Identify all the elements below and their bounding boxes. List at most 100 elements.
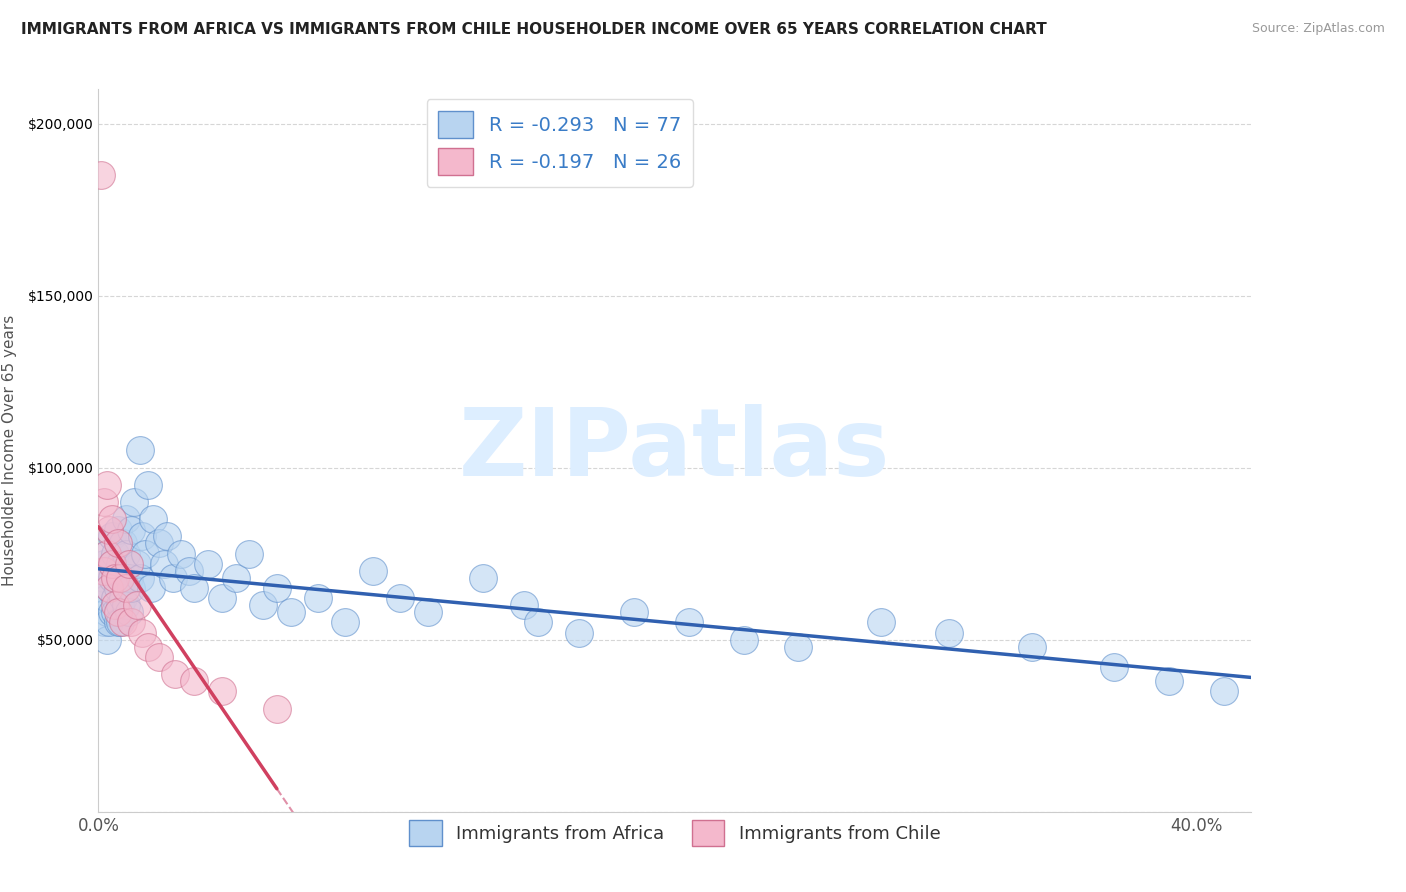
- Point: [938, 625, 960, 640]
- Point: [266, 701, 288, 715]
- Point: [568, 625, 591, 640]
- Point: [93, 615, 115, 630]
- Point: [183, 673, 205, 688]
- Text: Source: ZipAtlas.com: Source: ZipAtlas.com: [1251, 22, 1385, 36]
- Point: [134, 547, 156, 561]
- Point: [125, 557, 148, 571]
- Point: [131, 625, 153, 640]
- Point: [148, 536, 170, 550]
- Point: [107, 581, 129, 595]
- Point: [101, 512, 124, 526]
- Point: [112, 615, 135, 630]
- Point: [104, 605, 127, 619]
- Point: [1212, 684, 1234, 698]
- Point: [93, 571, 115, 585]
- Point: [107, 536, 129, 550]
- Point: [142, 512, 165, 526]
- Point: [107, 523, 129, 537]
- Point: [211, 684, 233, 698]
- Point: [266, 581, 288, 595]
- Point: [733, 632, 755, 647]
- Point: [117, 571, 139, 585]
- Point: [117, 605, 139, 619]
- Point: [101, 605, 124, 619]
- Point: [136, 478, 159, 492]
- Point: [165, 667, 187, 681]
- Point: [101, 529, 124, 543]
- Point: [361, 564, 384, 578]
- Point: [98, 581, 121, 595]
- Point: [307, 591, 329, 606]
- Point: [90, 168, 112, 182]
- Point: [128, 443, 150, 458]
- Point: [225, 571, 247, 585]
- Point: [101, 557, 124, 571]
- Point: [101, 571, 124, 585]
- Point: [787, 640, 810, 654]
- Point: [101, 557, 124, 571]
- Point: [1021, 640, 1043, 654]
- Point: [120, 523, 142, 537]
- Y-axis label: Householder Income Over 65 years: Householder Income Over 65 years: [1, 315, 17, 586]
- Point: [115, 581, 138, 595]
- Point: [104, 547, 127, 561]
- Point: [104, 571, 127, 585]
- Point: [170, 547, 193, 561]
- Point: [96, 478, 118, 492]
- Point: [211, 591, 233, 606]
- Point: [869, 615, 891, 630]
- Point: [280, 605, 302, 619]
- Point: [93, 564, 115, 578]
- Legend: Immigrants from Africa, Immigrants from Chile: Immigrants from Africa, Immigrants from …: [402, 814, 948, 854]
- Point: [115, 599, 138, 613]
- Point: [96, 632, 118, 647]
- Text: ZIPatlas: ZIPatlas: [460, 404, 890, 497]
- Point: [197, 557, 219, 571]
- Point: [93, 557, 115, 571]
- Point: [104, 599, 127, 613]
- Point: [98, 615, 121, 630]
- Point: [110, 571, 132, 585]
- Point: [177, 564, 200, 578]
- Point: [1102, 660, 1125, 674]
- Point: [131, 529, 153, 543]
- Point: [513, 599, 536, 613]
- Point: [120, 615, 142, 630]
- Point: [98, 581, 121, 595]
- Point: [96, 605, 118, 619]
- Text: IMMIGRANTS FROM AFRICA VS IMMIGRANTS FROM CHILE HOUSEHOLDER INCOME OVER 65 YEARS: IMMIGRANTS FROM AFRICA VS IMMIGRANTS FRO…: [21, 22, 1047, 37]
- Point: [96, 547, 118, 561]
- Point: [128, 571, 150, 585]
- Point: [104, 591, 127, 606]
- Point: [471, 571, 494, 585]
- Point: [183, 581, 205, 595]
- Point: [110, 599, 132, 613]
- Point: [112, 571, 135, 585]
- Point: [252, 599, 274, 613]
- Point: [416, 605, 439, 619]
- Point: [125, 599, 148, 613]
- Point: [153, 557, 176, 571]
- Point: [122, 495, 145, 509]
- Point: [335, 615, 357, 630]
- Point: [98, 523, 121, 537]
- Point: [93, 495, 115, 509]
- Point: [98, 564, 121, 578]
- Point: [120, 581, 142, 595]
- Point: [139, 581, 162, 595]
- Point: [162, 571, 184, 585]
- Point: [110, 615, 132, 630]
- Point: [110, 557, 132, 571]
- Point: [136, 640, 159, 654]
- Point: [623, 605, 645, 619]
- Point: [96, 547, 118, 561]
- Point: [90, 581, 112, 595]
- Point: [238, 547, 260, 561]
- Point: [107, 615, 129, 630]
- Point: [526, 615, 548, 630]
- Point: [115, 512, 138, 526]
- Point: [389, 591, 412, 606]
- Point: [117, 557, 139, 571]
- Point: [678, 615, 700, 630]
- Point: [107, 605, 129, 619]
